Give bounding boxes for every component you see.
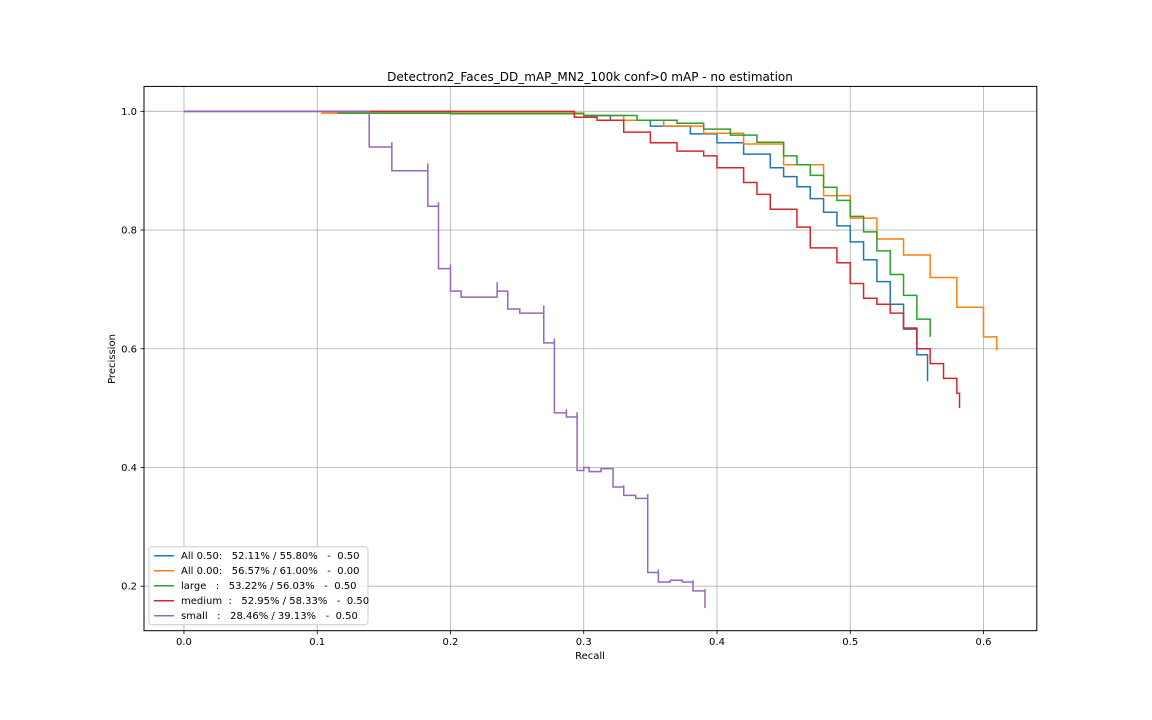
legend-label: All 0.50: 52.11% / 55.80% - 0.50 [181, 551, 360, 562]
series-line-1 [321, 112, 998, 351]
x-tick-label: 0.5 [842, 637, 858, 648]
x-tick-label: 0.0 [176, 637, 192, 648]
x-tick-label: 0.2 [443, 637, 459, 648]
legend: All 0.50: 52.11% / 55.80% - 0.50 All 0.00… [148, 546, 369, 626]
legend-label: All 0.00: 56.57% / 61.00% - 0.00 [181, 566, 360, 577]
legend-box [148, 546, 369, 626]
legend-label: small : 28.46% / 39.13% - 0.50 [181, 611, 358, 622]
series-line-4 [183, 110, 706, 609]
y-tick-label: 0.4 [121, 463, 137, 474]
axis-ticks: 0.0 0.1 0.2 0.3 0.4 0.5 0.6 0.2 0.4 0.6 0.8 1.0 [121, 107, 991, 648]
chart-title: Detectron2_Faces_DD_mAP_MN2_100k conf>0 … [387, 70, 793, 84]
y-tick-label: 0.2 [121, 582, 137, 593]
y-axis-title: Precission [107, 334, 118, 384]
series-line-0 [183, 110, 929, 382]
x-tick-label: 0.1 [309, 637, 325, 648]
series-line-3 [183, 110, 961, 409]
legend-label: large : 53.22% / 56.03% - 0.50 [181, 581, 357, 592]
y-tick-label: 1.0 [121, 107, 137, 118]
x-tick-label: 0.6 [976, 637, 992, 648]
x-tick-label: 0.3 [576, 637, 592, 648]
x-tick-label: 0.4 [709, 637, 725, 648]
plot-frame [143, 85, 1038, 632]
series-line-2 [337, 112, 931, 337]
y-tick-label: 0.8 [121, 226, 137, 237]
x-axis-title: Recall [575, 651, 605, 662]
y-tick-label: 0.6 [121, 344, 137, 355]
legend-label: medium : 52.95% / 58.33% - 0.50 [181, 596, 369, 607]
series-lines [183, 110, 998, 609]
